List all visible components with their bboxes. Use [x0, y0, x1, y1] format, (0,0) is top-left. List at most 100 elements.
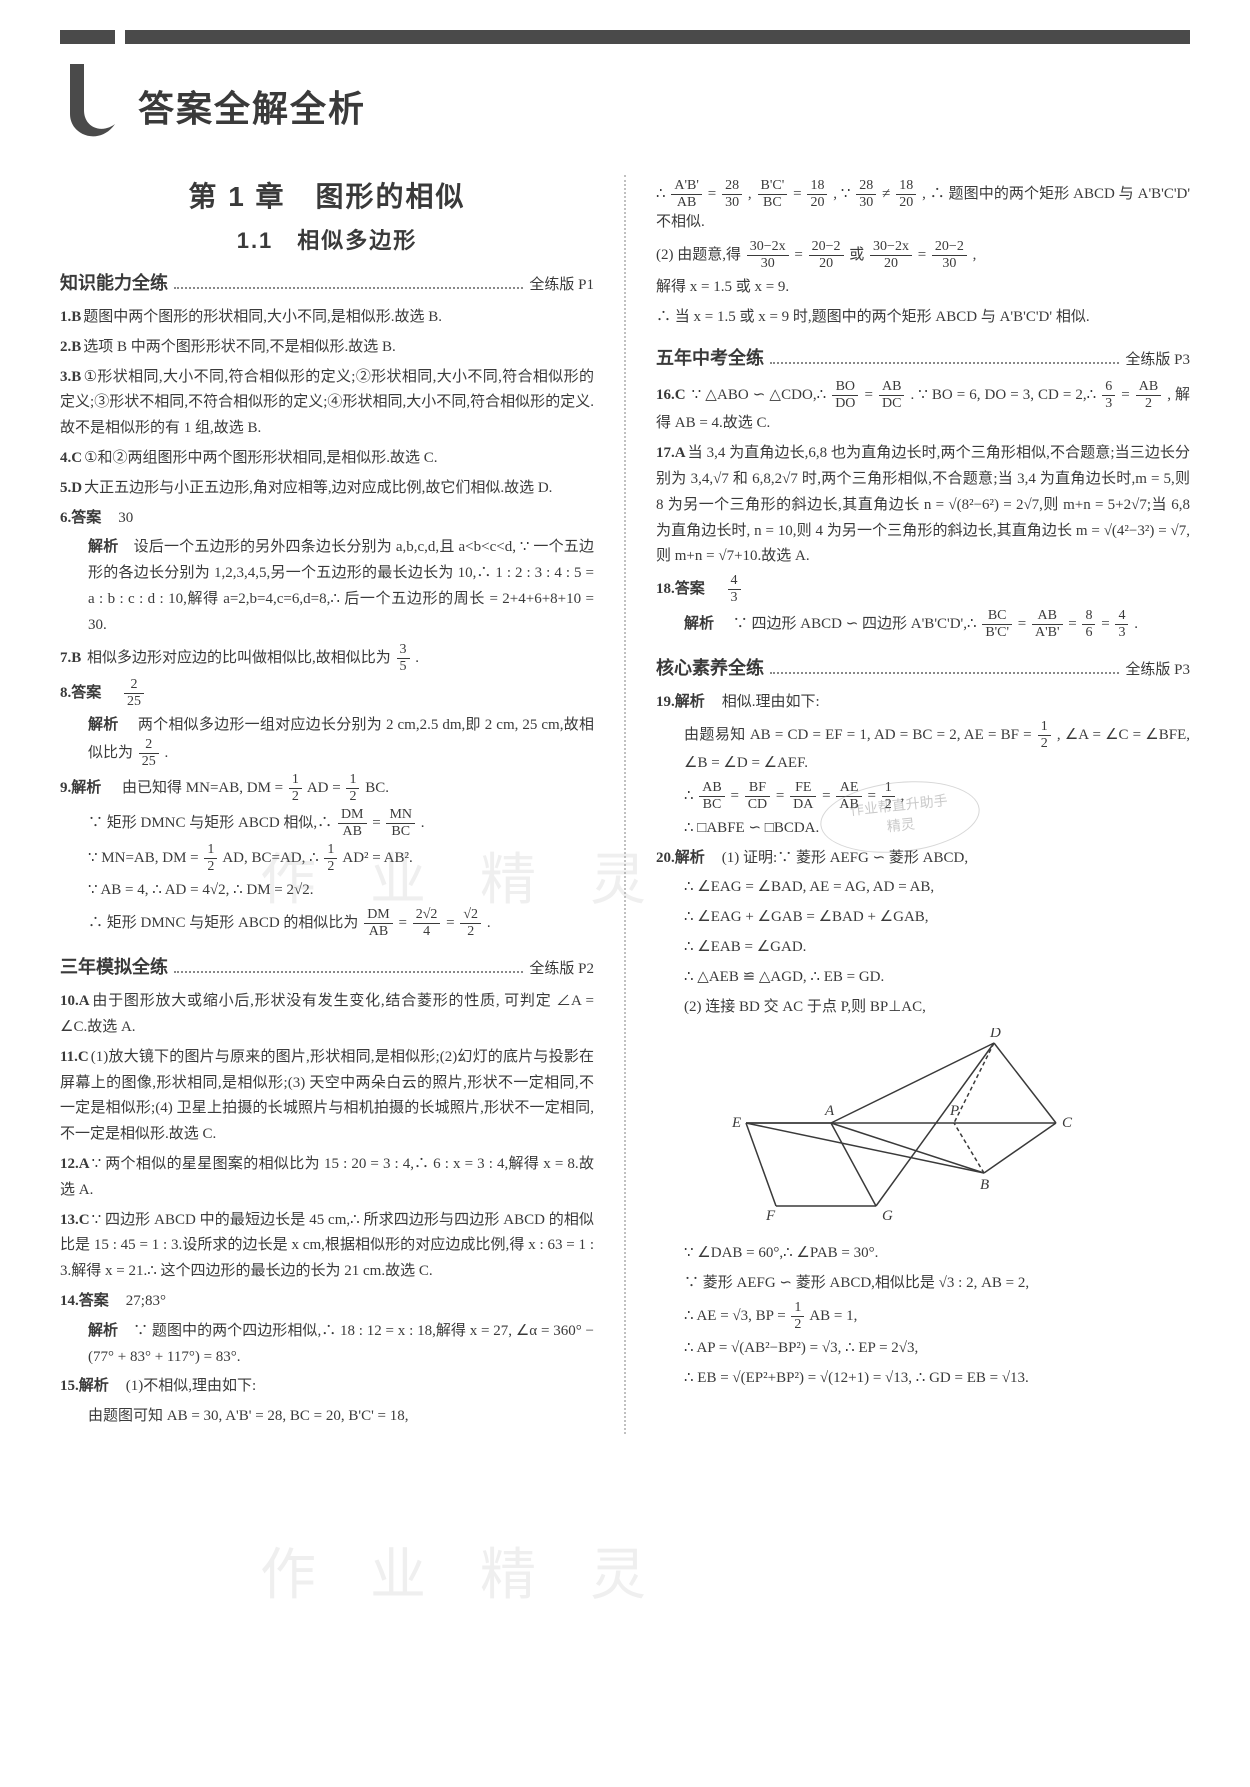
page-title: 答案全解全析: [138, 80, 366, 132]
frac-den: 20: [807, 195, 827, 210]
explain-text: .: [165, 745, 169, 761]
q-text: ∵ 矩形 DMNC 与矩形 ABCD 相似,∴: [88, 815, 336, 831]
frac-den: 2: [324, 859, 337, 874]
explain-text: 设后一个五边形的另外四条边长分别为 a,b,c,d,且 a<b<c<d, ∵ 一…: [88, 539, 594, 632]
frac-num: MN: [386, 808, 415, 824]
band-page: 全练版 P3: [1125, 348, 1190, 369]
q11: 11.C(1)放大镜下的图片与原来的图片,形状相同,是相似形;(2)幻灯的底片与…: [60, 1045, 594, 1148]
q-text: 相似多边形对应边的比叫做相似比,故相似比为: [87, 650, 395, 666]
q-text: 相似.理由如下:: [722, 694, 820, 710]
frac-num: DM: [364, 908, 393, 924]
frac-num: 1: [791, 1301, 804, 1317]
frac-den: 3: [1102, 396, 1115, 411]
fraction: 2830: [856, 179, 876, 210]
explain-text: ∵ 四边形 ABCD ∽ 四边形 A'B'C'D',∴: [733, 616, 981, 632]
band-label: 核心素养全练: [656, 654, 764, 680]
q-num: 5.D: [60, 480, 82, 496]
frac-den: 25: [139, 754, 159, 769]
frac-den: 20: [896, 195, 916, 210]
q-text: =: [776, 788, 788, 804]
fraction: 2830: [722, 179, 742, 210]
fraction: 63: [1102, 380, 1115, 411]
q-text: ∵ 四边形 ABCD 中的最短边长是 45 cm,∴ 所求四边形与四边形 ABC…: [60, 1212, 594, 1280]
q-text: =: [372, 815, 384, 831]
fraction: 225: [124, 678, 144, 709]
band-label: 五年中考全练: [656, 344, 764, 370]
frac-den: BC: [386, 824, 415, 839]
frac-num: 6: [1102, 380, 1115, 396]
frac-num: AE: [836, 781, 861, 797]
q-text: .: [421, 815, 425, 831]
frac-num: 20−2: [932, 240, 967, 256]
q9-l3: ∵ MN=AB, DM = 12 AD, BC=AD, ∴ 12 AD² = A…: [60, 843, 594, 874]
q20-l10: ∴ AP = √(AB²−BP²) = √3, ∴ EP = 2√3,: [656, 1336, 1190, 1362]
q9: 9.解析 由已知得 MN=AB, DM = 12 AD = 12 BC.: [60, 773, 594, 804]
q16: 16.C ∵ △ABO ∽ △CDO,∴ BODO = ABDC . ∵ BO …: [656, 380, 1190, 437]
q-num: 1.B: [60, 309, 81, 325]
band-label: 知识能力全练: [60, 269, 168, 295]
frac-num: AB: [699, 781, 724, 797]
two-column-layout: 第 1 章 图形的相似 1.1 相似多边形 知识能力全练 全练版 P1 1.B题…: [60, 175, 1190, 1434]
frac-den: AB: [671, 195, 702, 210]
frac-den: 30: [747, 256, 789, 271]
frac-num: 18: [807, 179, 827, 195]
fraction: BFCD: [745, 781, 770, 812]
frac-den: A'B': [1032, 625, 1063, 640]
q-num: 13.C: [60, 1212, 90, 1228]
right-column: ∴ A'B'AB = 2830 , B'C'BC = 1820 , ∵ 2830…: [656, 175, 1190, 1434]
explain-text: ∵ 题图中的两个四边形相似,∴ 18 : 12 = x : 18,解得 x = …: [88, 1323, 594, 1365]
svg-text:D: D: [989, 1028, 1001, 1041]
svg-text:F: F: [765, 1208, 776, 1224]
q6-answer: 6.答案 30: [60, 506, 594, 532]
chapter-title: 第 1 章 图形的相似: [60, 175, 594, 215]
frac-num: AB: [1136, 380, 1161, 396]
q9-l5: ∴ 矩形 DMNC 与矩形 ABCD 的相似比为 DMAB = 2√24 = √…: [60, 908, 594, 939]
band-threeyear: 三年模拟全练 全练版 P2: [60, 953, 594, 979]
q-text: 当 3,4 为直角边长,6,8 也为直角边长时,两个三角形相似,不合题意;当三边…: [656, 445, 1190, 564]
frac-den: DC: [879, 396, 904, 411]
svg-text:A: A: [824, 1103, 835, 1119]
frac-num: 20−2: [809, 240, 844, 256]
q-text: ①和②两组图形中两个图形形状相同,是相似形.故选 C.: [84, 450, 437, 466]
q-text: ,: [748, 186, 756, 202]
q17: 17.A当 3,4 为直角边长,6,8 也为直角边长时,两个三角形相似,不合题意…: [656, 441, 1190, 570]
frac-den: 30: [722, 195, 742, 210]
q4: 4.C①和②两组图形中两个图形形状相同,是相似形.故选 C.: [60, 446, 594, 472]
fraction: AB2: [1136, 380, 1161, 411]
svg-text:G: G: [882, 1208, 893, 1224]
q-num: 2.B: [60, 339, 81, 355]
band-page: 全练版 P3: [1125, 658, 1190, 679]
frac-num: 8: [1082, 609, 1095, 625]
frac-num: 4: [728, 574, 741, 590]
fraction: BODO: [832, 380, 858, 411]
q-num: 11.C: [60, 1049, 89, 1065]
q20-l7: ∵ ∠DAB = 60°,∴ ∠PAB = 30°.: [656, 1241, 1190, 1267]
frac-den: 30: [856, 195, 876, 210]
q-text: , ∵: [833, 186, 854, 202]
frac-den: AB: [364, 924, 393, 939]
fraction: ABDC: [879, 380, 904, 411]
frac-num: BO: [832, 380, 858, 396]
q14-explain: 解析 ∵ 题图中的两个四边形相似,∴ 18 : 12 = x : 18,解得 x…: [60, 1319, 594, 1371]
fraction: B'C'BC: [758, 179, 788, 210]
q15-l2: 由题图可知 AB = 30, A'B' = 28, BC = 20, B'C' …: [60, 1404, 594, 1430]
q-num: 7.B: [60, 650, 81, 666]
q-label: 9.解析: [60, 780, 101, 796]
q-text: (1)不相似,理由如下:: [126, 1378, 256, 1394]
q-text: . ∵ BO = 6, DO = 3, CD = 2,∴: [910, 387, 1100, 403]
q20-l9: ∴ AE = √3, BP = 12 AB = 1,: [656, 1301, 1190, 1332]
q-text: ∴ AE = √3, BP =: [684, 1308, 789, 1324]
q-text: =: [1068, 616, 1080, 632]
fraction: DMAB: [364, 908, 393, 939]
q-text: 选项 B 中两个图形形状不同,不是相似形.故选 B.: [83, 339, 396, 355]
frac-num: BF: [745, 781, 770, 797]
band-label: 三年模拟全练: [60, 953, 168, 979]
q-text: 或: [849, 247, 868, 263]
frac-num: 1: [324, 843, 337, 859]
q-text: (2) 由题意,得: [656, 247, 745, 263]
fraction: 43: [1115, 609, 1128, 640]
q-label: 6.答案: [60, 510, 101, 526]
frac-den: 2: [1038, 736, 1051, 751]
frac-num: √2: [460, 908, 481, 924]
band-page: 全练版 P2: [529, 957, 594, 978]
